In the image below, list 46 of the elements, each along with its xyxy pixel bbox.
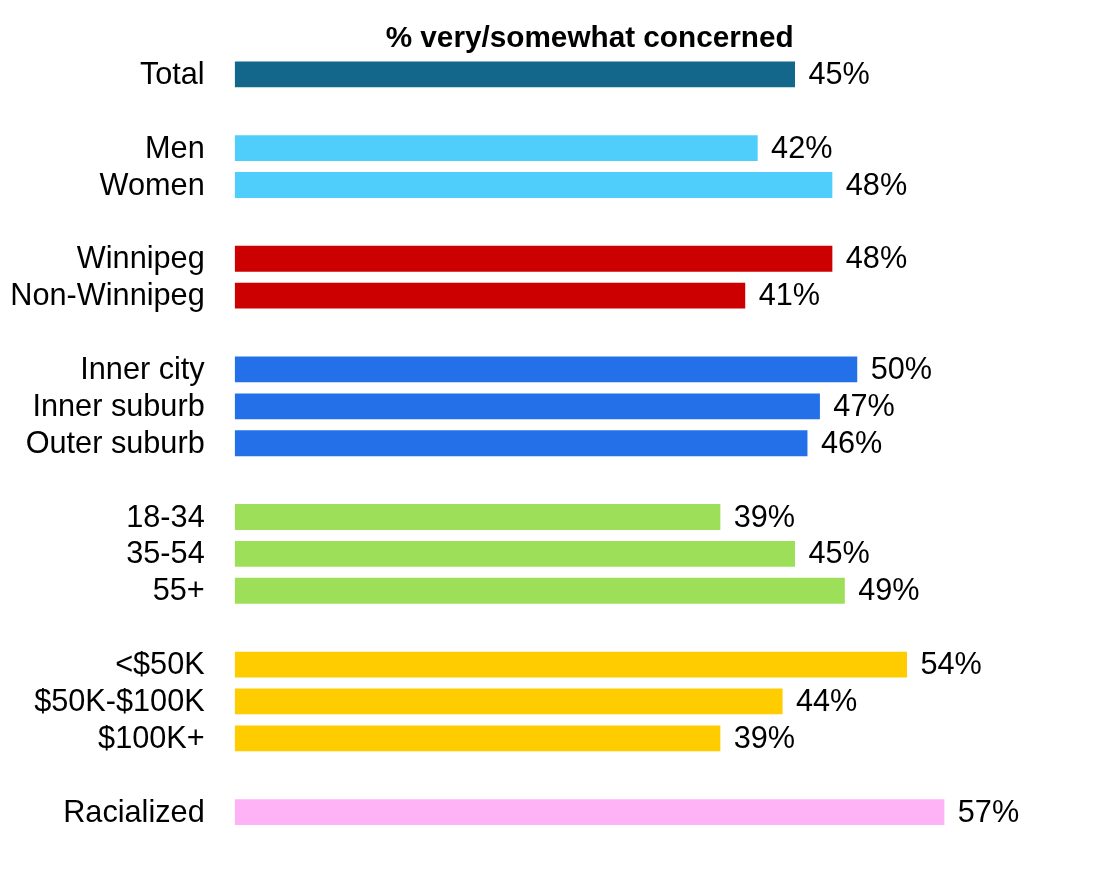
data-label: 48% xyxy=(845,240,908,276)
bar xyxy=(234,799,945,826)
y-tick-label: Non-Winnipeg xyxy=(10,277,205,313)
data-label: 46% xyxy=(820,424,883,460)
data-label: 39% xyxy=(733,498,796,534)
y-tick-label: Outer suburb xyxy=(25,424,205,460)
y-tick-label: Women xyxy=(99,166,205,202)
data-label: 50% xyxy=(870,351,933,387)
y-tick-label: Men xyxy=(145,129,205,165)
data-label: 54% xyxy=(920,646,982,682)
bar xyxy=(234,651,908,678)
y-tick-label: Inner city xyxy=(80,351,206,387)
bar xyxy=(234,688,783,715)
bar xyxy=(234,282,746,309)
bar xyxy=(234,61,796,88)
y-tick-label: 55+ xyxy=(152,572,205,608)
bar xyxy=(234,135,758,162)
chart-title: % very/somewhat concerned xyxy=(385,20,794,54)
bar xyxy=(234,245,833,272)
y-tick-label: $100K+ xyxy=(98,719,205,755)
data-label: 44% xyxy=(795,683,858,719)
y-tick-label: Racialized xyxy=(63,793,205,829)
data-label: 47% xyxy=(833,387,895,423)
bar xyxy=(234,540,796,567)
data-label: 39% xyxy=(733,719,796,755)
data-label: 45% xyxy=(808,535,870,571)
data-label: 57% xyxy=(957,793,1020,829)
bar xyxy=(234,430,808,457)
data-label: 48% xyxy=(845,166,908,202)
bar xyxy=(234,577,845,604)
bar xyxy=(234,172,833,198)
y-tick-label: 18-34 xyxy=(126,498,205,534)
y-tick-label: Inner suburb xyxy=(32,387,205,423)
bar xyxy=(234,356,858,383)
data-label: 45% xyxy=(808,55,870,91)
y-tick-label: Winnipeg xyxy=(76,240,205,276)
bar xyxy=(234,393,820,420)
y-tick-label: $50K-$100K xyxy=(34,683,206,719)
data-label: 49% xyxy=(858,572,920,608)
bar xyxy=(234,504,721,530)
y-tick-label: <$50K xyxy=(115,646,206,682)
data-label: 41% xyxy=(758,277,821,313)
data-label: 42% xyxy=(771,129,833,165)
y-tick-label: Total xyxy=(139,55,205,91)
y-tick-label: 35-54 xyxy=(126,535,205,571)
bar xyxy=(234,725,721,752)
